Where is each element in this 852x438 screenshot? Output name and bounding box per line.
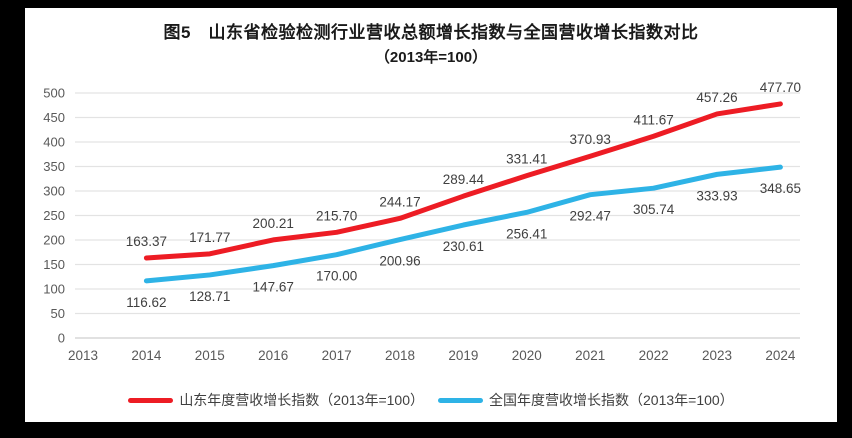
series-line-1 [143,164,783,284]
legend-label: 山东年度营收增长指数（2013年=100） [179,392,424,408]
x-axis-tick-label: 2016 [258,348,288,363]
x-axis-tick-label: 2013 [68,348,98,363]
data-label: 292.47 [570,209,611,224]
y-axis-tick-label: 50 [51,306,65,321]
x-axis-tick-label: 2024 [765,348,796,363]
chart-subtitle: （2013年=100） [374,49,488,66]
y-axis-tick-label: 400 [43,135,65,150]
data-label: 289.44 [443,172,485,187]
y-axis-tick-label: 150 [43,257,65,272]
data-label: 331.41 [506,152,547,167]
x-axis-tick-label: 2019 [448,348,478,363]
data-label: 116.62 [126,295,166,310]
series-line-0 [143,101,783,261]
y-axis-tick-label: 0 [58,331,65,346]
x-axis-tick-label: 2020 [512,348,542,363]
data-label: 256.41 [506,226,547,241]
data-label: 333.93 [696,188,737,203]
data-label: 411.67 [633,112,673,127]
y-axis-tick-label: 350 [43,159,65,174]
data-label: 147.67 [253,280,294,295]
data-label: 244.17 [379,194,420,209]
data-label: 305.74 [633,202,675,217]
chart-legend: 山东年度营收增长指数（2013年=100） 全国年度营收增长指数（2013年=10… [25,390,837,410]
chart-panel: 图5 山东省检验检测行业营收总额增长指数与全国营收增长指数对比 （2013年=1… [25,8,837,422]
data-label: 215.70 [316,208,357,223]
y-axis-tick-label: 100 [43,282,65,297]
line-chart-plot-area: 0 50 100 150 200 250 300 350 400 450 500 2013 2014 20… [43,80,801,363]
y-axis-tick-label: 300 [43,184,65,199]
data-label: 170.00 [316,269,357,284]
data-label: 200.96 [379,254,420,269]
data-label: 171.77 [189,230,230,245]
y-axis-tick-label: 200 [43,233,65,248]
y-axis-tick-label: 450 [43,110,65,125]
y-axis-tick-label: 500 [43,86,65,101]
chart-title: 图5 山东省检验检测行业营收总额增长指数与全国营收增长指数对比 [163,23,699,42]
data-label: 457.26 [696,90,737,105]
y-axis-tick-label: 250 [43,208,65,223]
legend-line-marker [438,397,483,403]
x-axis-tick-label: 2022 [639,348,669,363]
data-label: 200.21 [253,216,294,231]
x-axis-tick-label: 2023 [702,348,732,363]
legend-line-marker [128,397,174,403]
x-axis-tick-label: 2017 [322,348,352,363]
x-axis-tick-label: 2014 [131,348,162,363]
legend-item-1: 全国年度营收增长指数（2013年=100） [438,390,734,410]
data-label: 230.61 [443,239,484,254]
data-label: 477.70 [760,80,801,95]
x-axis-tick-label: 2015 [195,348,225,363]
data-label: 348.65 [760,181,801,196]
legend-item-0: 山东年度营收增长指数（2013年=100） [128,390,424,410]
data-label: 163.37 [126,234,167,249]
chart-title-block: 图5 山东省检验检测行业营收总额增长指数与全国营收增长指数对比 （2013年=1… [25,18,837,67]
x-axis-tick-label: 2018 [385,348,415,363]
x-axis-tick-label: 2021 [575,348,605,363]
legend-label: 全国年度营收增长指数（2013年=100） [489,392,734,408]
data-label: 128.71 [189,289,230,304]
data-label: 370.93 [570,132,611,147]
